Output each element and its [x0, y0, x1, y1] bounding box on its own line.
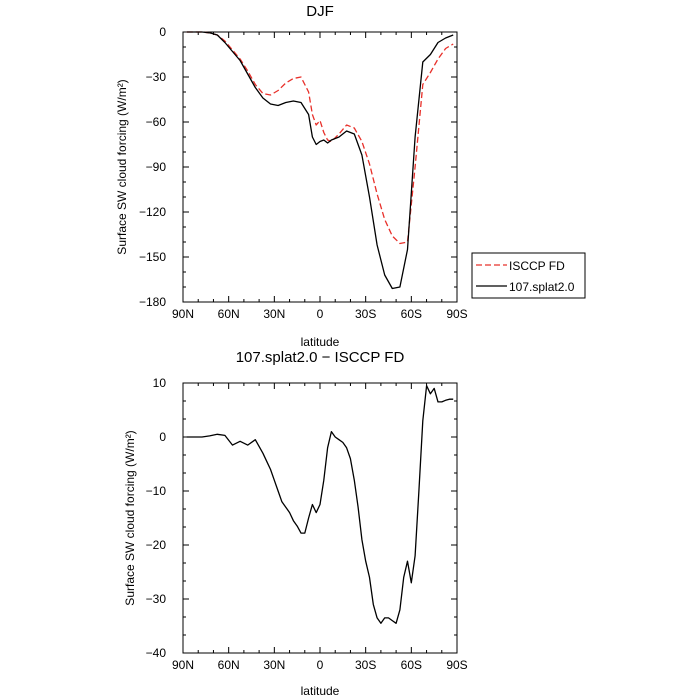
y-tick-label: −10: [146, 484, 167, 498]
top-series-line-1: [186, 31, 454, 290]
x-tick-label: 90N: [172, 307, 194, 321]
y-tick-label: −30: [146, 70, 167, 84]
top-chart-title: DJF: [306, 3, 334, 20]
y-tick-label: 0: [159, 25, 166, 39]
bottom-x-axis-label: latitude: [301, 684, 340, 698]
y-tick-label: −150: [139, 250, 166, 264]
x-tick-label: 0: [317, 307, 324, 321]
bottom-series-line-0: [186, 385, 454, 624]
bottom-panel: 107.splat2.0 − ISCCP FD 90N 60N 30N 0 30S 60S…: [123, 349, 468, 698]
x-tick-label: 90S: [446, 658, 467, 672]
legend-label-isccp: ISCCP FD: [509, 259, 565, 273]
bottom-plot-frame: [182, 382, 458, 654]
top-panel: DJF 90N 60N 30N 0 30S 60S 90S 0 −30 −60 −90 −120 −15…: [115, 3, 586, 349]
x-tick-label: 60S: [401, 658, 422, 672]
legend-label-splat: 107.splat2.0: [509, 280, 575, 294]
y-tick-label: −120: [139, 205, 166, 219]
y-tick-label: −60: [146, 115, 167, 129]
x-tick-label: 60S: [401, 307, 422, 321]
legend-box: [471, 252, 586, 299]
y-tick-label: −40: [146, 646, 167, 660]
x-tick-label: 60N: [218, 307, 240, 321]
x-tick-label: 30N: [263, 658, 285, 672]
top-x-axis-label: latitude: [301, 335, 340, 349]
x-tick-label: 90S: [446, 307, 467, 321]
y-tick-label: 10: [153, 376, 167, 390]
y-tick-label: −30: [146, 592, 167, 606]
y-tick-label: 0: [159, 430, 166, 444]
top-legend: ISCCP FD 107.splat2.0: [471, 252, 586, 299]
x-tick-label: 30S: [355, 658, 376, 672]
bottom-chart-title: 107.splat2.0 − ISCCP FD: [236, 349, 405, 366]
top-series-line-0: [186, 31, 454, 245]
x-tick-label: 60N: [218, 658, 240, 672]
bottom-y-axis-label: Surface SW cloud forcing (W/m²): [123, 430, 137, 605]
x-tick-label: 0: [317, 658, 324, 672]
y-tick-label: −90: [146, 160, 167, 174]
y-tick-label: −20: [146, 538, 167, 552]
x-tick-label: 90N: [172, 658, 194, 672]
top-y-axis-label: Surface SW cloud forcing (W/m²): [115, 79, 129, 254]
x-tick-label: 30N: [263, 307, 285, 321]
y-tick-label: −180: [139, 295, 166, 309]
top-plot-frame: [182, 31, 458, 303]
x-tick-label: 30S: [355, 307, 376, 321]
